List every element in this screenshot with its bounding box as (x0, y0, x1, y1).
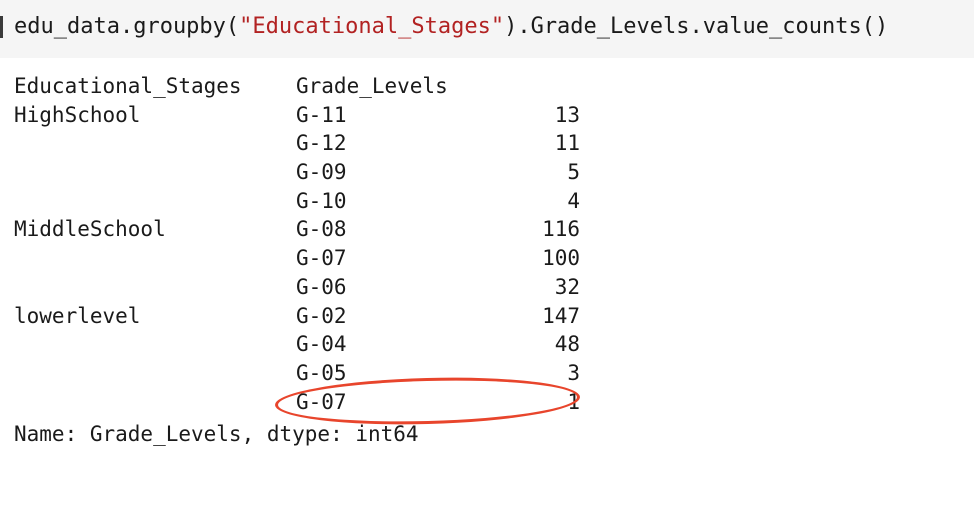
row-grade: G-07 (296, 389, 347, 414)
row-grade: G-05 (296, 360, 347, 385)
cell-selection-bar (0, 16, 3, 38)
row-count: 116 (542, 217, 580, 242)
row-count: 13 (554, 102, 580, 127)
row-count: 11 (554, 131, 580, 156)
output-row: G-07 100 (14, 244, 580, 273)
row-grade: G-04 (296, 332, 347, 357)
row-stage: HighSchool (14, 102, 141, 127)
row-count: 32 (554, 274, 580, 299)
row-grade: G-08 (296, 217, 347, 242)
row-stage: lowerlevel (14, 303, 141, 328)
row-count: 48 (554, 332, 580, 357)
row-grade: G-09 (296, 160, 347, 185)
code-line[interactable]: edu_data.groupby("Educational_Stages").G… (14, 12, 888, 42)
code-suffix: ).Grade_Levels.value_counts() (504, 14, 889, 39)
output-dtype-footer: Name: Grade_Levels, dtype: int64 (14, 422, 419, 446)
output-row: lowerlevel G-02 147 (14, 302, 580, 331)
output-row: G-12 11 (14, 129, 580, 158)
cell-output: Educational_Stages Grade_Levels HighScho… (14, 72, 580, 417)
output-header-row: Educational_Stages Grade_Levels (14, 72, 448, 101)
output-row: HighSchool G-11 13 (14, 101, 580, 130)
row-count: 4 (567, 188, 580, 213)
row-grade: G-07 (296, 246, 347, 271)
output-row: MiddleSchool G-08 116 (14, 215, 580, 244)
row-stage: MiddleSchool (14, 217, 166, 242)
row-count: 1 (567, 389, 580, 414)
row-count: 147 (542, 303, 580, 328)
row-count: 3 (567, 360, 580, 385)
output-row-highlighted: G-07 1 (14, 388, 580, 417)
header-grade-levels: Grade_Levels (296, 74, 448, 98)
output-row: G-05 3 (14, 359, 580, 388)
row-grade: G-10 (296, 188, 347, 213)
row-grade: G-02 (296, 303, 347, 328)
output-row: G-10 4 (14, 187, 580, 216)
code-input-cell[interactable]: edu_data.groupby("Educational_Stages").G… (0, 0, 974, 58)
row-count: 5 (567, 160, 580, 185)
row-grade: G-06 (296, 274, 347, 299)
row-count: 100 (542, 246, 580, 271)
code-string-literal: "Educational_Stages" (239, 14, 505, 39)
output-row: G-04 48 (14, 330, 580, 359)
code-prefix: edu_data.groupby( (14, 14, 240, 39)
output-row: G-09 5 (14, 158, 580, 187)
row-grade: G-11 (296, 102, 347, 127)
header-educational-stages: Educational_Stages (14, 74, 242, 98)
row-grade: G-12 (296, 131, 347, 156)
output-row: G-06 32 (14, 273, 580, 302)
